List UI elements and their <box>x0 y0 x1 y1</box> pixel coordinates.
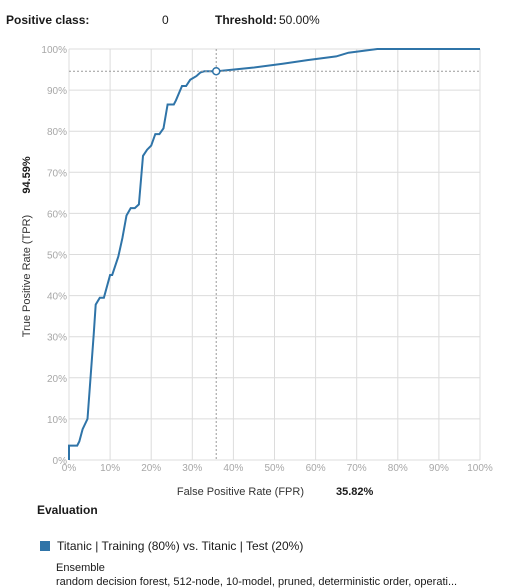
y-tick-label: 90% <box>47 86 67 97</box>
y-tick-label: 80% <box>47 127 67 138</box>
y-tick-label: 10% <box>47 415 67 426</box>
x-tick-label: 0% <box>62 463 77 474</box>
y-tick-label: 50% <box>47 251 67 262</box>
x-tick-label: 50% <box>264 463 284 474</box>
y-axis-title: True Positive Rate (TPR) <box>21 215 33 337</box>
y-tick-label: 20% <box>47 374 67 385</box>
x-tick-label: 80% <box>388 463 408 474</box>
model-description: random decision forest, 512-node, 10-mod… <box>56 576 458 588</box>
x-tick-label: 70% <box>347 463 367 474</box>
y-tick-label: 60% <box>47 209 67 220</box>
positive-class-label: Positive class: <box>6 13 90 27</box>
roc-curve <box>68 48 480 460</box>
chart-series <box>68 48 480 460</box>
x-axis-title: False Positive Rate (FPR) <box>177 486 304 498</box>
y-tick-label: 70% <box>47 168 67 179</box>
y-tick-label: 40% <box>47 292 67 303</box>
x-axis-value: 35.82% <box>336 486 374 498</box>
chart-ticks: 0% 10% 20% 30% 40% 50% 60% 70% 80% 90% 100% 0% 10% 20… <box>41 45 492 474</box>
y-tick-label: 30% <box>47 333 67 344</box>
x-tick-label: 90% <box>429 463 449 474</box>
threshold-value[interactable]: 50.00% <box>279 13 320 27</box>
y-tick-label: 0% <box>53 456 68 467</box>
positive-class-value[interactable]: 0 <box>162 13 169 27</box>
threshold-point[interactable] <box>211 66 221 76</box>
evaluation-title: Evaluation <box>37 503 98 517</box>
x-tick-label: 10% <box>100 463 120 474</box>
evaluation-legend-item[interactable]: Titanic | Training (80%) vs. Titanic | T… <box>40 539 303 553</box>
chart-grid <box>68 48 481 461</box>
y-axis-value: 94.59% <box>21 156 33 194</box>
x-tick-label: 30% <box>182 463 202 474</box>
model-type: Ensemble <box>56 562 105 574</box>
roc-header: Positive class: 0 Threshold: 50.00% <box>6 13 320 27</box>
threshold-crosshair <box>69 49 480 460</box>
x-tick-label: 60% <box>306 463 326 474</box>
x-tick-label: 40% <box>223 463 243 474</box>
threshold-label: Threshold: <box>215 13 277 27</box>
legend-swatch <box>40 541 50 551</box>
x-tick-label: 100% <box>467 463 493 474</box>
y-tick-label: 100% <box>41 45 67 56</box>
legend-label: Titanic | Training (80%) vs. Titanic | T… <box>57 539 304 553</box>
threshold-display: Threshold: 50.00% <box>215 13 320 27</box>
roc-chart[interactable]: 0% 10% 20% 30% 40% 50% 60% 70% 80% 90% 100% 0% 10% 20… <box>0 0 530 500</box>
x-tick-label: 20% <box>141 463 161 474</box>
